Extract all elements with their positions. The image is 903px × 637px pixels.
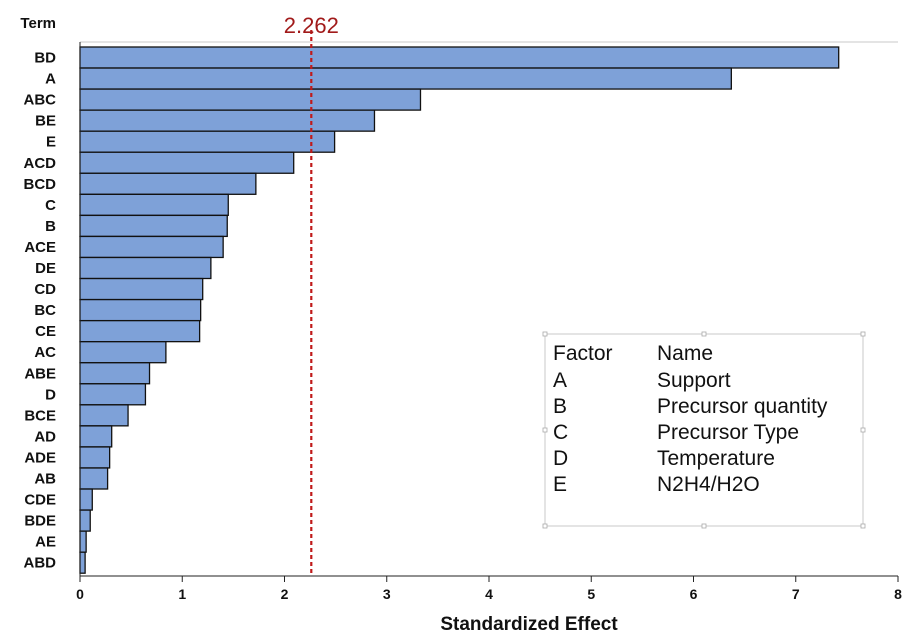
legend-factor-B: B: [553, 395, 567, 418]
bar-ABC: [79, 88, 422, 111]
bar-E: [79, 130, 336, 153]
bar-BDE: [79, 509, 91, 532]
category-label-DE: DE: [35, 260, 56, 277]
reference-line-layer: 2.262: [284, 13, 339, 576]
legend-handle-6: [701, 523, 707, 529]
legend-name-E: N2H4/H2O: [657, 473, 760, 496]
category-label-E: E: [46, 134, 56, 151]
x-tick-label-8: 8: [894, 586, 902, 602]
category-label-AC: AC: [34, 344, 56, 361]
legend-handle-0: [542, 331, 548, 337]
category-label-C: C: [45, 197, 56, 214]
category-label-BE: BE: [35, 113, 56, 130]
category-label-BCE: BCE: [24, 407, 56, 424]
x-tick-label-7: 7: [792, 586, 800, 602]
x-tick-label-0: 0: [76, 586, 84, 602]
bar-AB: [79, 467, 109, 490]
x-tick-label-3: 3: [383, 586, 391, 602]
category-label-ABC: ABC: [24, 92, 57, 109]
category-label-D: D: [45, 386, 56, 403]
bar-DE: [79, 256, 212, 280]
legend-name-C: Precursor Type: [657, 421, 799, 444]
category-label-BD: BD: [34, 50, 56, 67]
axis-layer: TermBDAABCBEEACDBCDCBACEDECDBCCEACABEDBC…: [20, 15, 902, 635]
bar-BCD: [79, 172, 257, 195]
legend-name-D: Temperature: [657, 447, 775, 470]
bar-AC: [79, 341, 167, 364]
bar-ABD: [79, 551, 86, 574]
legend-factor-A: A: [553, 369, 567, 392]
x-tick-label-2: 2: [281, 586, 289, 602]
legend-handle-1: [701, 331, 707, 337]
category-label-A: A: [45, 71, 56, 88]
legend-factor-C: C: [553, 421, 568, 444]
category-label-AB: AB: [34, 471, 56, 488]
bar-CDE: [79, 488, 93, 511]
bar-ACD: [79, 151, 295, 174]
bar-BCE: [79, 404, 129, 427]
bar-C: [79, 193, 229, 217]
category-label-BC: BC: [34, 302, 56, 319]
bar-BE: [79, 109, 376, 132]
bar-A: [79, 67, 732, 90]
category-label-ACD: ACD: [24, 155, 57, 172]
legend-header-factor: Factor: [553, 342, 613, 365]
legend-factor-D: D: [553, 447, 568, 470]
category-label-BDE: BDE: [24, 513, 56, 530]
bar-CD: [79, 277, 204, 301]
bar-D: [79, 383, 147, 406]
category-label-ADE: ADE: [24, 449, 56, 466]
x-axis-title: Standardized Effect: [440, 614, 618, 635]
x-tick-label-4: 4: [485, 586, 493, 602]
category-label-CDE: CDE: [24, 492, 56, 509]
bar-AD: [79, 425, 113, 448]
reference-line-label: 2.262: [284, 13, 339, 38]
term-header: Term: [20, 15, 56, 32]
legend-handle-7: [860, 523, 866, 529]
bar-BC: [79, 298, 202, 322]
category-label-ABE: ABE: [24, 365, 56, 382]
legend-handle-4: [860, 427, 866, 433]
x-tick-label-1: 1: [178, 586, 186, 602]
legend-header-name: Name: [657, 342, 713, 365]
bar-CE: [79, 319, 201, 343]
bar-AE: [79, 530, 87, 553]
category-label-BCD: BCD: [24, 176, 57, 193]
legend-frame: [544, 333, 864, 527]
legend-factor-E: E: [553, 473, 567, 496]
bar-ADE: [79, 446, 111, 469]
legend-box: Factor Name A Support B Precursor quantity C Pr…: [542, 331, 866, 529]
legend-name-B: Precursor quantity: [657, 395, 828, 418]
legend-handle-3: [542, 427, 548, 433]
legend-name-A: Support: [657, 369, 731, 392]
category-label-CE: CE: [35, 323, 56, 340]
category-label-B: B: [45, 218, 56, 235]
category-label-ACE: ACE: [24, 239, 56, 256]
bar-BD: [79, 46, 840, 69]
legend-handle-2: [860, 331, 866, 337]
bar-ACE: [79, 235, 224, 259]
category-label-AD: AD: [34, 428, 56, 445]
bar-ABE: [79, 362, 151, 385]
category-label-ABD: ABD: [24, 555, 57, 572]
x-tick-label-6: 6: [690, 586, 698, 602]
category-label-CD: CD: [34, 281, 56, 298]
x-tick-label-5: 5: [587, 586, 595, 602]
bar-B: [79, 214, 228, 238]
category-label-AE: AE: [35, 534, 56, 551]
legend-handle-5: [542, 523, 548, 529]
